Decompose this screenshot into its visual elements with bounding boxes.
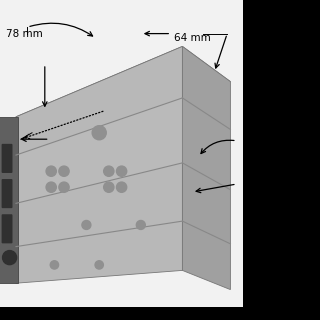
FancyArrowPatch shape: [30, 23, 92, 36]
Polygon shape: [16, 46, 230, 152]
Circle shape: [3, 251, 17, 265]
Text: 64 mm: 64 mm: [174, 33, 211, 44]
Circle shape: [59, 182, 69, 192]
Circle shape: [46, 182, 56, 192]
Polygon shape: [0, 117, 18, 283]
Text: 78 mm: 78 mm: [6, 28, 43, 39]
Circle shape: [104, 166, 114, 176]
Circle shape: [95, 261, 103, 269]
Circle shape: [92, 126, 106, 140]
Circle shape: [46, 166, 56, 176]
FancyBboxPatch shape: [2, 144, 12, 173]
Circle shape: [116, 166, 127, 176]
FancyBboxPatch shape: [2, 214, 12, 244]
FancyBboxPatch shape: [2, 179, 12, 208]
Circle shape: [82, 220, 91, 229]
Circle shape: [116, 182, 127, 192]
Polygon shape: [182, 46, 230, 290]
FancyArrowPatch shape: [201, 140, 234, 154]
Polygon shape: [16, 98, 182, 203]
Bar: [0, 0, 243, 307]
Circle shape: [50, 261, 59, 269]
Circle shape: [59, 166, 69, 176]
Circle shape: [104, 182, 114, 192]
Circle shape: [136, 220, 145, 229]
Polygon shape: [16, 46, 182, 283]
